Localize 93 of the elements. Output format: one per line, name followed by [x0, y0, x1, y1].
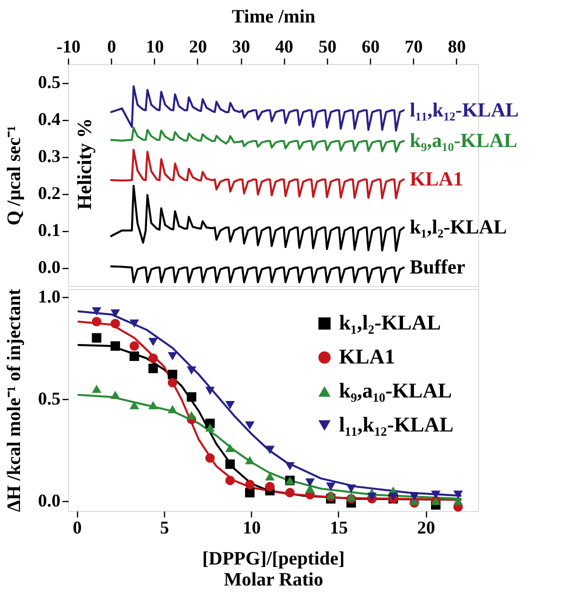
- y-tick-label: 0.2: [38, 183, 60, 203]
- point: [130, 400, 140, 410]
- x-tick-label: 60: [362, 36, 380, 56]
- point: [186, 411, 196, 420]
- y-tick-label: 0.5: [38, 72, 60, 92]
- point: [205, 453, 215, 463]
- y-tick-label: 1.0: [38, 286, 60, 307]
- point: [92, 333, 102, 343]
- point: [453, 496, 463, 505]
- point: [410, 492, 420, 501]
- y-axis-title: ΔH /kcal mole⁻¹ of injectant: [4, 288, 25, 512]
- line-series: [110, 184, 405, 252]
- point: [186, 392, 196, 402]
- line-series: [110, 265, 405, 284]
- point: [326, 482, 336, 491]
- point: [305, 478, 315, 487]
- legend-label: l₁₁,k₁₂-KLAL: [339, 412, 454, 436]
- x-tick-label: 0: [72, 518, 82, 538]
- point: [245, 488, 255, 498]
- point: [168, 370, 178, 380]
- point: [431, 490, 441, 499]
- series-label: l₁₁,k₁₂-KLAL: [410, 99, 519, 122]
- point: [326, 490, 336, 499]
- point: [346, 484, 356, 493]
- point: [130, 351, 140, 361]
- series-label: k₉,a₁₀-KLAL: [410, 130, 518, 152]
- point: [225, 444, 235, 452]
- point: [168, 405, 178, 414]
- point: [285, 462, 295, 470]
- x-tick-label: 50: [318, 36, 336, 56]
- point: [186, 366, 196, 375]
- line-series: [110, 85, 405, 132]
- x-tick-label: 15: [330, 518, 348, 538]
- point: [225, 400, 235, 410]
- point: [168, 352, 178, 360]
- point: [265, 446, 275, 454]
- point: [285, 488, 295, 498]
- x-tick-label: 10: [242, 518, 261, 538]
- point: [130, 320, 140, 328]
- series-label: k₁,l₂-KLAL: [410, 216, 507, 239]
- x-tick-label: 30: [232, 36, 250, 56]
- annotation: Helicity %: [74, 118, 96, 210]
- x-tick-label: 10: [146, 36, 164, 56]
- point: [168, 378, 178, 388]
- legend-label: KLA1: [339, 344, 396, 368]
- point: [148, 338, 158, 346]
- x-tick-label: -10: [56, 36, 80, 56]
- point: [92, 316, 102, 326]
- line-series: [110, 148, 405, 200]
- y-tick-label: 0.0: [38, 490, 60, 510]
- point: [367, 492, 377, 501]
- x-tick-label: 70: [404, 36, 423, 56]
- y-tick-label: 0.3: [38, 146, 60, 166]
- point: [265, 482, 275, 492]
- x-axis-title: [DPPG]/[peptide] Molar Ratio: [202, 548, 345, 590]
- x-tick-label: 5: [160, 518, 169, 538]
- x-tick-label: 0: [107, 36, 116, 56]
- legend-label: k₉,a₁₀-KLAL: [339, 378, 452, 402]
- point: [388, 492, 398, 501]
- line-series: [110, 126, 405, 153]
- point: [205, 386, 215, 395]
- point: [225, 476, 235, 486]
- point: [265, 472, 275, 480]
- series-label: Buffer: [410, 256, 466, 278]
- point: [225, 459, 235, 469]
- point: [346, 492, 356, 501]
- x-tick-label: 40: [275, 36, 294, 56]
- y-tick-label: 0.0: [38, 257, 60, 277]
- point: [245, 480, 255, 490]
- point: [453, 490, 463, 499]
- y-tick-label: 0.4: [38, 109, 60, 129]
- x-tick-label: 80: [448, 36, 466, 56]
- point: [110, 390, 120, 400]
- point: [92, 307, 102, 316]
- x-tick-label: 20: [417, 518, 436, 538]
- point: [148, 354, 158, 363]
- point: [148, 364, 158, 374]
- series-label: KLA1: [410, 168, 464, 190]
- point: [110, 341, 120, 351]
- point: [245, 456, 255, 464]
- point: [110, 309, 120, 318]
- point: [205, 423, 215, 432]
- y-tick-label: 0.1: [38, 220, 60, 240]
- point: [245, 421, 255, 430]
- y-tick-label: 0.5: [38, 388, 60, 408]
- point: [92, 384, 102, 393]
- x-axis-title: Time /min: [232, 6, 316, 28]
- point: [148, 400, 158, 410]
- point: [130, 341, 140, 351]
- legend-label: k₁,l₂-KLAL: [339, 310, 441, 334]
- y-axis-title: Q /µcal sec⁻¹: [4, 126, 25, 226]
- x-tick-label: 20: [188, 36, 207, 56]
- point: [110, 318, 120, 328]
